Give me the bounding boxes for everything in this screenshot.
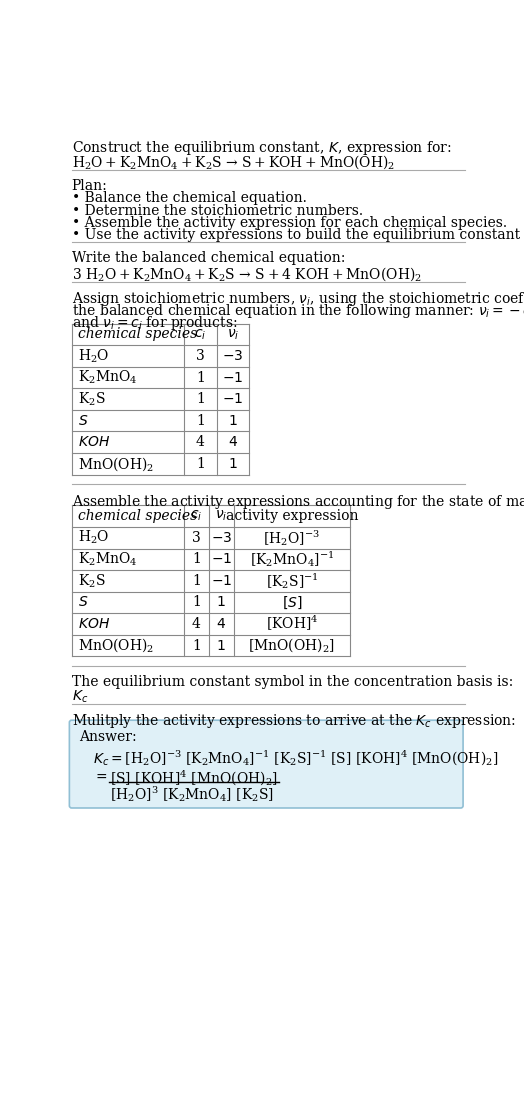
Text: the balanced chemical equation in the following manner: $\nu_i = -c_i$ for react: the balanced chemical equation in the fo… (72, 302, 524, 320)
Text: $\mathregular{[KOH]^4}$: $\mathregular{[KOH]^4}$ (266, 614, 318, 634)
Text: • Assemble the activity expression for each chemical species.: • Assemble the activity expression for e… (72, 215, 507, 230)
Text: $1$: $1$ (216, 638, 226, 653)
Text: $\mathregular{K_2S}$: $\mathregular{K_2S}$ (78, 572, 105, 589)
Text: Construct the equilibrium constant, $K$, expression for:: Construct the equilibrium constant, $K$,… (72, 139, 451, 157)
Text: $-1$: $-1$ (222, 392, 244, 407)
Text: $-3$: $-3$ (211, 531, 232, 544)
FancyBboxPatch shape (69, 720, 463, 808)
Text: $\mathregular{[MnO(OH)_2]}$: $\mathregular{[MnO(OH)_2]}$ (248, 636, 335, 655)
Text: Answer:: Answer: (80, 730, 137, 744)
Text: $c_i$: $c_i$ (194, 327, 206, 342)
Text: $S$: $S$ (78, 596, 88, 610)
Text: 1: 1 (196, 371, 205, 385)
Text: $-3$: $-3$ (222, 349, 244, 363)
Text: and $\nu_i = c_i$ for products:: and $\nu_i = c_i$ for products: (72, 315, 237, 332)
Text: chemical species: chemical species (78, 328, 197, 341)
Text: • Determine the stoichiometric numbers.: • Determine the stoichiometric numbers. (72, 203, 363, 218)
Text: • Use the activity expressions to build the equilibrium constant expression.: • Use the activity expressions to build … (72, 228, 524, 243)
Text: $1$: $1$ (228, 457, 238, 471)
Text: 1: 1 (196, 413, 205, 427)
Text: $\mathregular{MnO(OH)_2}$: $\mathregular{MnO(OH)_2}$ (78, 455, 154, 472)
Text: 1: 1 (192, 596, 201, 610)
Text: $S$: $S$ (78, 413, 88, 427)
Text: $\mathregular{[H_2O]^{-3}}$: $\mathregular{[H_2O]^{-3}}$ (264, 528, 320, 548)
Text: $\mathregular{H_2O + K_2MnO_4 + K_2S}$ → $\mathregular{S + KOH + MnO(OH)_2}$: $\mathregular{H_2O + K_2MnO_4 + K_2S}$ →… (72, 153, 395, 171)
Text: 1: 1 (196, 457, 205, 471)
Text: $c_i$: $c_i$ (190, 509, 203, 524)
Text: $\mathregular{H_2O}$: $\mathregular{H_2O}$ (78, 348, 109, 365)
Text: Mulitply the activity expressions to arrive at the $K_c$ expression:: Mulitply the activity expressions to arr… (72, 712, 516, 730)
Text: 3: 3 (196, 349, 205, 363)
Text: $-1$: $-1$ (222, 371, 244, 385)
Text: $\mathregular{K_2S}$: $\mathregular{K_2S}$ (78, 390, 105, 408)
Text: 1: 1 (192, 638, 201, 653)
Text: $\mathregular{K_2MnO_4}$: $\mathregular{K_2MnO_4}$ (78, 551, 137, 568)
Text: $4$: $4$ (216, 616, 226, 631)
Text: Assemble the activity expressions accounting for the state of matter and $\nu_i$: Assemble the activity expressions accoun… (72, 493, 524, 512)
Text: $\mathregular{[K_2MnO_4]^{-1}}$: $\mathregular{[K_2MnO_4]^{-1}}$ (249, 550, 334, 569)
Text: $K_c$: $K_c$ (72, 689, 88, 705)
Text: 1: 1 (192, 552, 201, 566)
Text: $\mathregular{MnO(OH)_2}$: $\mathregular{MnO(OH)_2}$ (78, 636, 154, 655)
Text: 3: 3 (192, 531, 201, 544)
Text: Plan:: Plan: (72, 179, 107, 192)
Text: $\mathregular{[H_2O]^3\ [K_2MnO_4]\ [K_2S]}$: $\mathregular{[H_2O]^3\ [K_2MnO_4]\ [K_2… (111, 784, 275, 803)
Text: $=$: $=$ (93, 768, 108, 783)
Text: $-1$: $-1$ (211, 574, 232, 588)
Text: $K_c = \mathregular{[H_2O]^{-3}\ [K_2MnO_4]^{-1}\ [K_2S]^{-1}\ [S]\ [KOH]^4\ [Mn: $K_c = \mathregular{[H_2O]^{-3}\ [K_2MnO… (93, 749, 499, 767)
Text: The equilibrium constant symbol in the concentration basis is:: The equilibrium constant symbol in the c… (72, 674, 513, 689)
Text: $\mathregular{[S]\ [KOH]^4\ [MnO(OH)_2]}$: $\mathregular{[S]\ [KOH]^4\ [MnO(OH)_2]}… (111, 768, 278, 788)
Text: $\mathregular{K_2MnO_4}$: $\mathregular{K_2MnO_4}$ (78, 368, 137, 386)
Text: $[S]$: $[S]$ (281, 595, 302, 611)
Text: $\nu_i$: $\nu_i$ (215, 509, 227, 524)
Text: • Balance the chemical equation.: • Balance the chemical equation. (72, 191, 307, 205)
Text: $4$: $4$ (228, 435, 238, 449)
Text: Assign stoichiometric numbers, $\nu_i$, using the stoichiometric coefficients, $: Assign stoichiometric numbers, $\nu_i$, … (72, 290, 524, 308)
Text: $KOH$: $KOH$ (78, 435, 110, 449)
Text: $\mathregular{3\ H_2O + K_2MnO_4 + K_2S}$ → $\mathregular{S + 4\ KOH + MnO(OH)_2: $\mathregular{3\ H_2O + K_2MnO_4 + K_2S}… (72, 266, 422, 283)
Text: 1: 1 (192, 574, 201, 588)
Text: $1$: $1$ (228, 413, 238, 427)
Text: chemical species: chemical species (78, 509, 197, 524)
Text: $KOH$: $KOH$ (78, 616, 110, 631)
Text: $\mathregular{[K_2S]^{-1}}$: $\mathregular{[K_2S]^{-1}}$ (266, 571, 318, 590)
Text: 4: 4 (192, 616, 201, 631)
Text: 4: 4 (196, 435, 205, 449)
Text: activity expression: activity expression (225, 509, 358, 524)
Text: $\mathregular{H_2O}$: $\mathregular{H_2O}$ (78, 529, 109, 546)
Text: Write the balanced chemical equation:: Write the balanced chemical equation: (72, 251, 345, 266)
Text: $1$: $1$ (216, 596, 226, 610)
Text: 1: 1 (196, 392, 205, 407)
Text: $\nu_i$: $\nu_i$ (227, 327, 239, 342)
Text: $-1$: $-1$ (211, 552, 232, 566)
